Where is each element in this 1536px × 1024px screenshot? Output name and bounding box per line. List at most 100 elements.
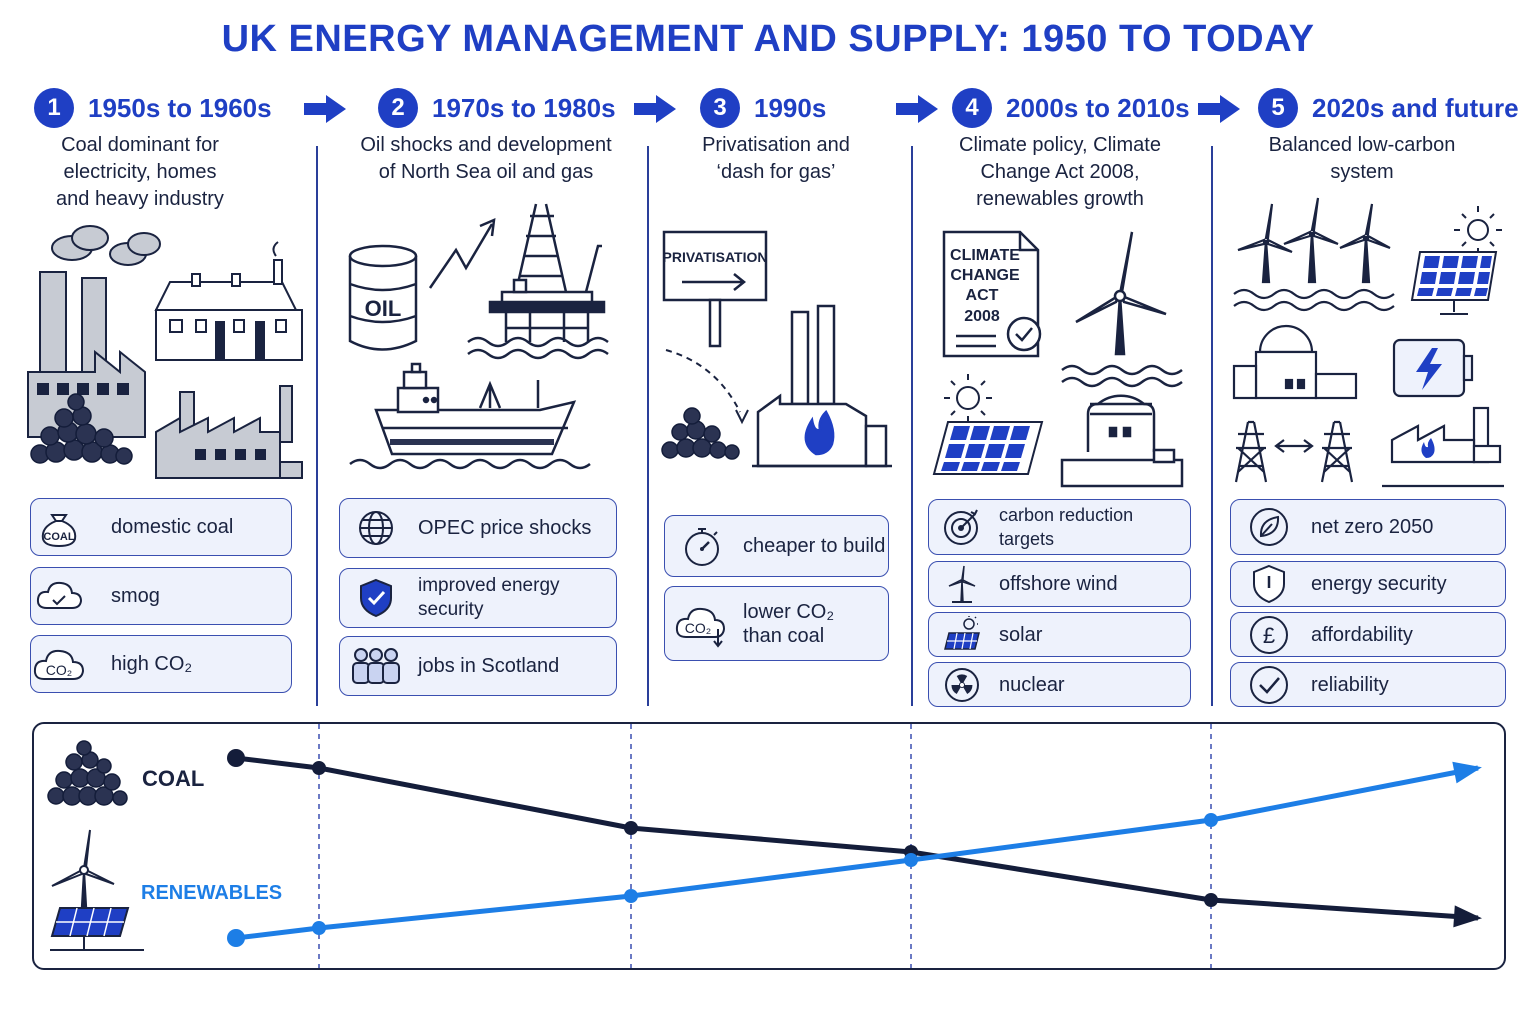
svg-text:CO₂: CO₂ (685, 620, 711, 636)
power-pylon-icon (1234, 420, 1354, 483)
renewables-legend-icon (50, 829, 144, 951)
shield-check-icon (360, 578, 392, 618)
era-number-badge: 4 (952, 88, 992, 128)
card-text: lower CO₂ than coal (743, 600, 835, 647)
coal-trend-line (235, 755, 1479, 921)
card-carbon-reduction-targets: carbon reduction targets (928, 499, 1191, 555)
era-description-5: Balanced low-carbon system (1268, 134, 1456, 183)
wind-farm-icon (1233, 197, 1395, 312)
card-text: cheaper to build (743, 535, 886, 557)
card-high-co2: CO₂ high CO₂ (30, 635, 292, 693)
era-description-1: Coal dominant for electricity, homes and h… (56, 134, 224, 210)
era-description-4: Climate policy, Climate Change Act 2008, r… (959, 134, 1161, 210)
shield-icon (1253, 564, 1285, 604)
leaf-icon (1250, 508, 1288, 546)
factory-icon (1382, 406, 1504, 488)
rising-price-arrow-icon (428, 223, 494, 289)
svg-text:ACT: ACT (966, 287, 999, 304)
coal-pile-icon (47, 740, 128, 806)
arrow-right-icon (896, 95, 938, 123)
card-cheaper-to-build: cheaper to build (664, 515, 889, 577)
era-label: 2020s and future (1312, 92, 1519, 123)
privatisation-sign-icon: PRIVATISATION (663, 230, 768, 348)
renewables-data-point (227, 929, 245, 947)
era-number-badge: 1 (34, 88, 74, 128)
coal-data-point (624, 821, 638, 835)
era-label: 2000s to 2010s (1006, 92, 1190, 123)
era-4-illustration: CLIMATE CHANGE ACT 2008 (932, 230, 1184, 488)
pound-icon: £ (1250, 615, 1288, 654)
era-5-illustration (1232, 197, 1504, 488)
oil-tanker-ship-icon (374, 362, 577, 456)
card-text: reliability (1311, 673, 1389, 696)
card-reliability: reliability (1230, 662, 1506, 707)
card-text: solar (999, 623, 1043, 646)
card-nuclear: nuclear (928, 662, 1191, 707)
arrow-right-icon (634, 95, 676, 123)
era-header-1: 1 1950s to 1960s (34, 88, 272, 128)
card-lower-co2: CO₂ lower CO₂ than coal (664, 586, 889, 661)
era-number-badge: 2 (378, 88, 418, 128)
gas-power-station-icon (752, 304, 892, 468)
era-number-badge: 3 (700, 88, 740, 128)
card-net-zero-2050: net zero 2050 (1230, 499, 1506, 555)
era-1-illustration (27, 225, 303, 479)
stopwatch-icon (685, 528, 719, 566)
legend-coal-label: COAL (142, 766, 205, 791)
solar-panel-icon (932, 374, 1044, 475)
svg-text:COAL: COAL (43, 531, 74, 543)
svg-text:CO₂: CO₂ (46, 662, 72, 678)
card-solar: solar (928, 612, 1191, 657)
coal-power-station-icon (27, 225, 161, 438)
card-opec-price-shocks: OPEC price shocks (339, 498, 617, 558)
card-offshore-wind: offshore wind (928, 561, 1191, 607)
nuclear-power-station-icon (1060, 394, 1184, 488)
globe-icon (359, 511, 393, 545)
card-text: affordability (1311, 623, 1413, 646)
card-text: jobs in Scotland (418, 655, 560, 677)
coal-pile-icon (30, 393, 133, 465)
era-label: 1950s to 1960s (88, 92, 272, 123)
battery-storage-icon (1392, 338, 1474, 398)
dashed-arrow-icon (665, 349, 741, 413)
era-header-2: 2 1970s to 1980s (378, 88, 616, 128)
legend-renewables-label: RENEWABLES (141, 882, 283, 904)
card-jobs-in-scotland: jobs in Scotland (339, 636, 617, 696)
solar-panel-icon (50, 907, 144, 951)
era-description-3: Privatisation and ‘dash for gas’ (702, 134, 850, 183)
factory-icon (155, 385, 303, 479)
card-text: nuclear (999, 673, 1065, 696)
co2-down-icon: CO₂ (675, 607, 726, 648)
svg-text:OIL: OIL (365, 296, 402, 321)
era-description-2: Oil shocks and development of North Sea o… (360, 134, 612, 183)
radiation-icon (945, 667, 979, 702)
card-improved-energy-security: improved energy security (339, 568, 617, 628)
card-energy-security: energy security (1230, 561, 1506, 607)
trend-chart-panel (32, 722, 1506, 970)
card-text: energy security (1311, 573, 1447, 595)
coal-data-point (312, 761, 326, 775)
renewables-data-point (904, 853, 918, 867)
card-text: OPEC price shocks (418, 517, 592, 539)
climate-change-act-document-icon: CLIMATE CHANGE ACT 2008 (942, 230, 1042, 358)
svg-text:2008: 2008 (964, 308, 1000, 325)
page-title: UK ENERGY MANAGEMENT AND SUPPLY: 1950 TO… (221, 18, 1315, 60)
solar-panel-icon (1410, 206, 1502, 315)
card-text: carbon reduction targets (999, 505, 1134, 549)
era-header-5: 5 2020s and future (1258, 88, 1519, 128)
renewables-arrowhead (1452, 761, 1482, 784)
coal-sack-icon: COAL (41, 514, 77, 548)
era-label: 1970s to 1980s (432, 92, 616, 123)
column-divider (1211, 146, 1213, 706)
card-text: improved energy security (418, 575, 560, 620)
renewables-trend-line (235, 765, 1479, 941)
era-header-4: 4 2000s to 2010s (952, 88, 1190, 128)
card-text: offshore wind (999, 573, 1118, 595)
card-text: net zero 2050 (1311, 516, 1434, 538)
renewables-data-point (624, 889, 638, 903)
check-circle-icon (1250, 665, 1288, 704)
svg-text:£: £ (1263, 623, 1275, 648)
wind-turbine-icon (948, 565, 976, 603)
svg-text:CHANGE: CHANGE (950, 267, 1020, 284)
